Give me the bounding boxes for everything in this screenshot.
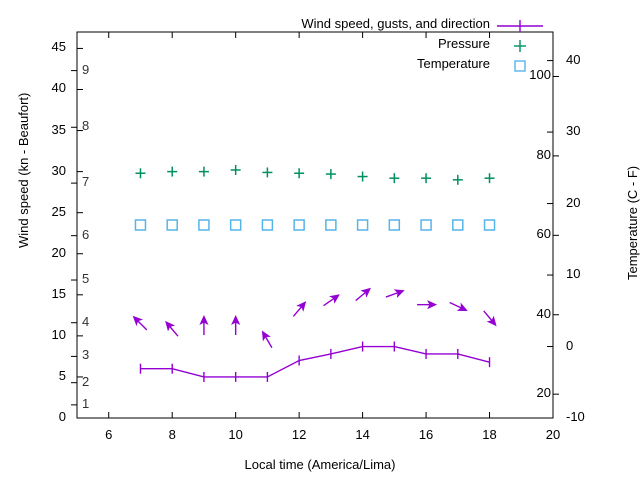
celsius-tick-30: 30: [566, 123, 581, 139]
wind-direction-arrow: [292, 301, 307, 317]
temperature-marker: [388, 219, 401, 231]
temperature-marker: [356, 219, 369, 231]
temperature-marker: [166, 219, 178, 231]
legend-label-temperature: Temperature: [417, 56, 490, 71]
temperature-marker: [293, 219, 305, 231]
temperature-marker: [452, 219, 464, 231]
y-axis-title: Wind speed (kn - Beaufort): [16, 92, 31, 248]
beaufort-tick-8: 8: [82, 118, 90, 134]
wind-direction-arrow: [417, 300, 438, 310]
wind-direction-arrow: [449, 301, 468, 311]
beaufort-tick-2: 2: [82, 373, 90, 389]
beaufort-tick-9: 9: [82, 61, 90, 77]
y-tick-0: 0: [58, 409, 66, 424]
wind-direction-arrow: [199, 315, 209, 336]
fahrenheit-tick-100: 100: [529, 67, 551, 83]
y-tick-10: 10: [51, 326, 66, 342]
wind-direction-arrow: [231, 315, 241, 336]
wind-direction-arrow: [483, 310, 497, 327]
legend-label-wind: Wind speed, gusts, and direction: [301, 16, 490, 31]
beaufort-tick-7: 7: [82, 174, 90, 190]
celsius-tick-20: 20: [566, 194, 581, 210]
temperature-marker: [483, 219, 496, 231]
temperature-marker: [229, 219, 242, 231]
temperature-marker: [134, 219, 147, 231]
temperature-marker: [261, 219, 274, 231]
wind-direction-arrow: [355, 287, 372, 302]
wind-direction-arrow: [323, 294, 340, 307]
y-tick-20: 20: [51, 244, 66, 260]
x-tick-6: 6: [105, 427, 113, 442]
beaufort-tick-1: 1: [82, 395, 90, 411]
y-tick-45: 45: [51, 39, 66, 55]
y-tick-35: 35: [51, 121, 66, 137]
y-tick-5: 5: [58, 367, 66, 383]
x-axis-title: Local time (America/Lima): [244, 457, 396, 472]
x-tick-10: 10: [228, 427, 243, 442]
y-tick-30: 30: [51, 162, 66, 178]
beaufort-tick-6: 6: [82, 226, 90, 242]
wind-direction-arrow: [132, 315, 148, 331]
y-tick-40: 40: [51, 80, 66, 96]
beaufort-tick-4: 4: [82, 313, 90, 329]
celsius-tick-40: 40: [566, 51, 581, 67]
fahrenheit-tick-40: 40: [536, 305, 551, 321]
beaufort-tick-3: 3: [82, 347, 90, 363]
temperature-marker: [325, 219, 337, 231]
legend-label-pressure: Pressure: [437, 36, 490, 51]
beaufort-tick-5: 5: [82, 271, 90, 287]
celsius-tick--10: -10: [566, 409, 585, 424]
legend-marker-wind: [497, 20, 543, 32]
y-tick-25: 25: [51, 203, 66, 219]
wind-direction-arrow: [261, 330, 273, 349]
fahrenheit-tick-60: 60: [536, 226, 551, 242]
plot-border: [76, 31, 554, 419]
legend-marker-temperature: [514, 60, 526, 72]
celsius-tick-0: 0: [566, 337, 574, 353]
wind-speed-line: [140, 345, 490, 378]
legend-marker-pressure: [514, 40, 526, 52]
wind-direction-arrow: [385, 289, 405, 298]
x-tick-14: 14: [355, 427, 370, 442]
x-tick-20: 20: [545, 427, 561, 442]
y-tick-15: 15: [51, 285, 66, 301]
fahrenheit-tick-20: 20: [536, 385, 551, 401]
x-tick-18: 18: [482, 427, 497, 442]
wind-direction-arrow: [165, 320, 179, 337]
temperature-marker: [420, 219, 432, 231]
fahrenheit-tick-80: 80: [536, 146, 551, 162]
x-tick-16: 16: [418, 427, 434, 442]
x-tick-12: 12: [291, 427, 307, 442]
celsius-tick-10: 10: [566, 266, 581, 282]
temperature-marker: [198, 219, 210, 231]
y2-axis-title: Temperature (C - F): [625, 165, 640, 280]
x-tick-8: 8: [168, 427, 176, 442]
